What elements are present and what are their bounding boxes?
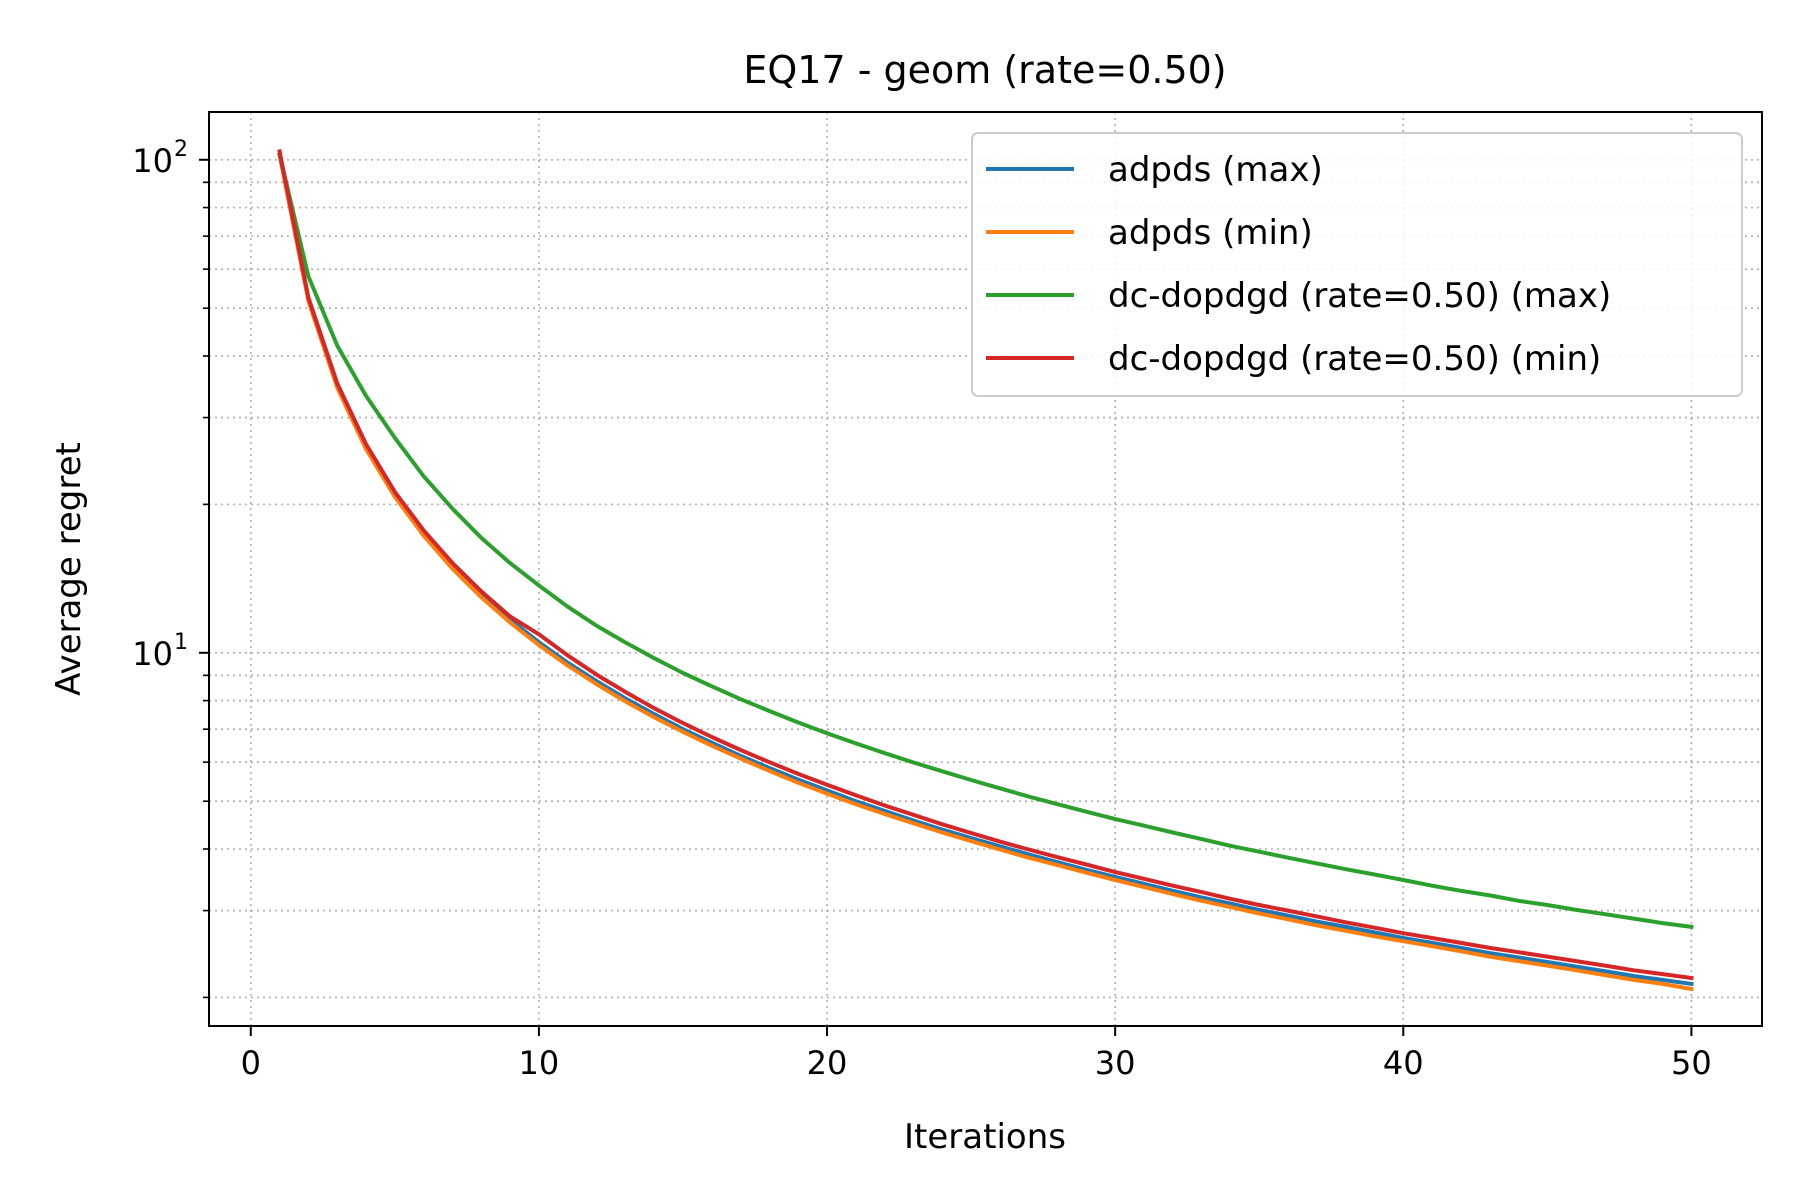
grid <box>209 112 1762 1026</box>
y-tick-label: 10 <box>132 635 173 673</box>
legend-entry-label: adpds (min) <box>1108 213 1313 253</box>
x-tick-label: 20 <box>807 1044 848 1082</box>
legend-entry-label: adpds (max) <box>1108 150 1323 190</box>
y-tick-label-exponent: 2 <box>174 137 188 162</box>
x-axis-label: Iterations <box>904 1117 1066 1157</box>
x-tick-label: 50 <box>1671 1044 1712 1082</box>
y-axis-label: Average regret <box>49 442 89 696</box>
legend-entry-label: dc-dopdgd (rate=0.50) (max) <box>1108 276 1611 316</box>
chart-title: EQ17 - geom (rate=0.50) <box>743 48 1226 92</box>
series-layer <box>277 149 1694 992</box>
series-line-4 <box>277 149 1694 981</box>
legend: adpds (max) adpds (min) dc-dopdgd (rate=0.… <box>971 132 1743 397</box>
legend-box <box>971 132 1743 397</box>
series-line-3 <box>277 152 1694 930</box>
x-axis: 0 10 20 30 40 50 <box>241 1026 1712 1082</box>
x-tick-label: 10 <box>519 1044 560 1082</box>
series-line-2 <box>277 152 1694 992</box>
plot-frame <box>208 111 1763 1027</box>
x-tick-label: 30 <box>1095 1044 1136 1082</box>
x-tick-label: 0 <box>241 1044 261 1082</box>
y-tick-label-exponent: 1 <box>174 630 188 655</box>
x-tick-label: 40 <box>1383 1044 1424 1082</box>
series-line-1 <box>277 152 1694 987</box>
y-tick-label: 10 <box>132 142 173 180</box>
legend-entry-label: dc-dopdgd (rate=0.50) (min) <box>1108 339 1601 379</box>
